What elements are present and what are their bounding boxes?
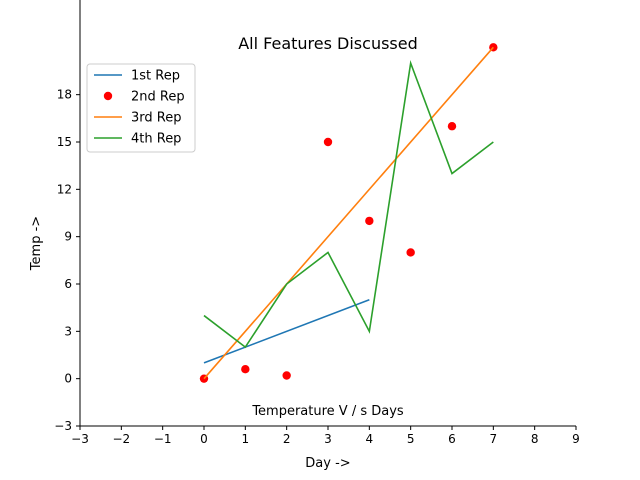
- y-tick-label: 3: [64, 324, 72, 338]
- y-tick-label: 18: [57, 88, 72, 102]
- x-tick-label: 5: [407, 432, 415, 446]
- y-tick-label: 12: [57, 182, 72, 196]
- x-tick-label: 9: [572, 432, 580, 446]
- y-axis-ticks: −3 0 3 6 9 12 15 18: [54, 88, 80, 433]
- y-tick-label: 9: [64, 230, 72, 244]
- x-tick-label: 7: [490, 432, 498, 446]
- series-line: [203, 46, 494, 380]
- data-point: [447, 122, 457, 131]
- legend-label: 3rd Rep: [131, 111, 181, 126]
- data-point: [365, 216, 374, 226]
- x-axis-label: Day ->: [305, 456, 350, 471]
- legend-label: 1st Rep: [131, 69, 180, 84]
- series-line: [203, 59, 494, 349]
- legend: 1st Rep 2nd Rep 3rd Rep 4th Rep: [86, 63, 196, 153]
- legend-label: 2nd Rep: [131, 90, 185, 105]
- x-axis-ticks: −3 −2 −1 0 1 2 3 4 5 6 7 8 9: [71, 426, 580, 446]
- x-tick-label: 6: [448, 432, 456, 446]
- x-tick-label: 8: [531, 432, 539, 446]
- series-line: [203, 299, 370, 364]
- y-tick-label: −3: [54, 419, 72, 433]
- data-point: [406, 248, 415, 257]
- x-tick-label: 4: [366, 432, 374, 446]
- y-tick-label: 0: [64, 372, 72, 386]
- data-point: [282, 371, 291, 380]
- x-tick-label: −2: [112, 432, 130, 446]
- y-axis-label: Temp ->: [29, 216, 44, 271]
- y-tick-label: 6: [64, 277, 72, 291]
- legend-marker-swatch: [103, 91, 113, 101]
- chart-title: All Features Discussed: [238, 34, 418, 53]
- chart-annotation: Temperature V / s Days: [251, 404, 404, 419]
- x-tick-label: −3: [71, 432, 89, 446]
- x-tick-label: 0: [200, 432, 208, 446]
- x-tick-label: −1: [154, 432, 172, 446]
- x-tick-label: 1: [242, 432, 250, 446]
- data-point: [241, 365, 250, 374]
- data-point: [323, 137, 333, 147]
- legend-frame: [86, 63, 196, 153]
- x-tick-label: 3: [324, 432, 332, 446]
- y-tick-label: 15: [57, 135, 72, 149]
- legend-label: 4th Rep: [131, 132, 181, 147]
- x-tick-label: 2: [283, 432, 291, 446]
- plot-area: [199, 43, 498, 383]
